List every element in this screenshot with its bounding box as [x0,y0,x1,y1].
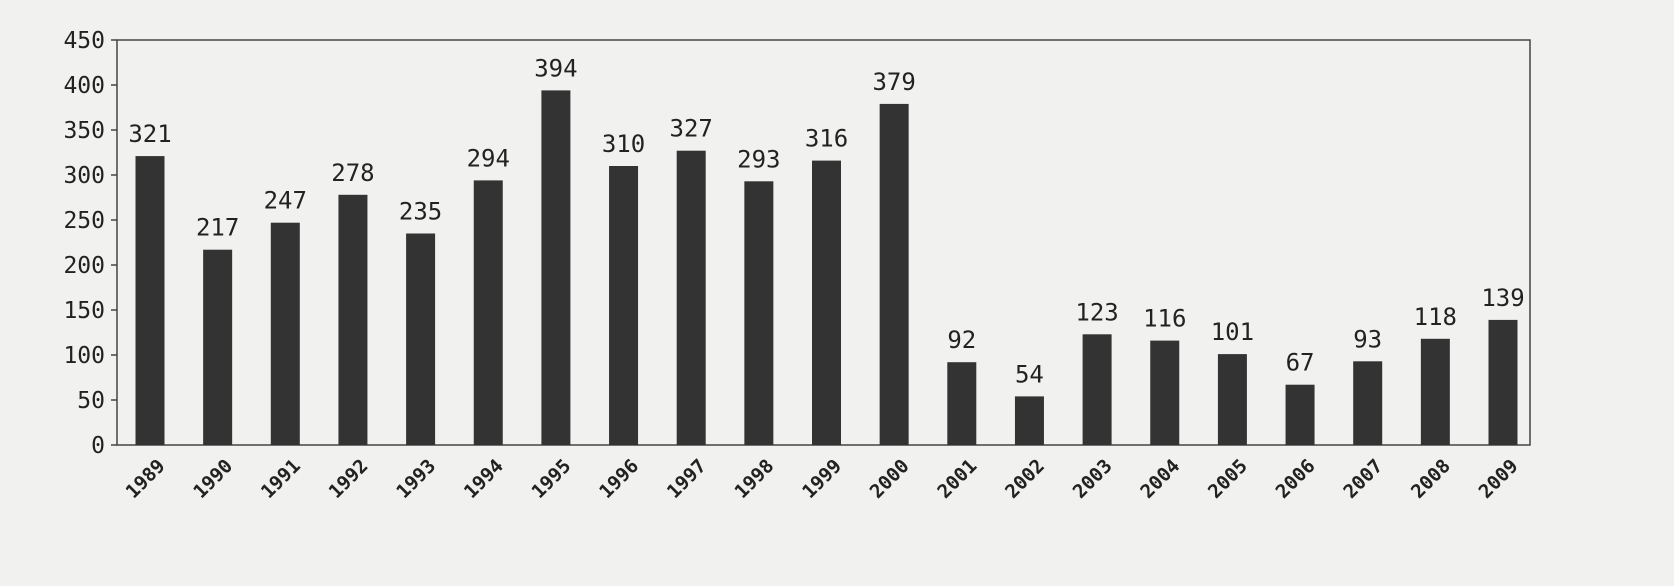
y-tick-label: 0 [91,433,105,459]
bars [135,90,1518,446]
data-label: 118 [1414,303,1457,331]
data-label: 316 [805,125,848,153]
data-label: 379 [872,68,915,96]
x-tick-label: 1992 [325,455,373,503]
data-label: 293 [737,145,780,173]
bar-2000 [879,103,909,446]
bar-1995 [541,90,571,446]
bar-2009 [1488,319,1518,445]
bar-2003 [1082,334,1112,445]
y-tick-label: 100 [63,343,105,369]
bar-1992 [338,194,368,445]
data-label: 235 [399,198,442,226]
x-tick-label: 1996 [595,455,643,503]
bar-1994 [473,180,503,445]
bar-1991 [270,222,300,445]
data-label: 123 [1075,298,1118,326]
data-label: 394 [534,54,577,82]
bar-2008 [1420,338,1450,445]
x-tick-label: 1990 [189,455,237,503]
x-tick-label: 2003 [1069,455,1117,503]
x-tick-label: 1997 [663,455,711,503]
x-axis: 1989 1990 1991 1992 1993 1994 1995 1996 1997 1998… [122,455,1523,503]
x-tick-label: 2007 [1339,455,1387,503]
data-label: 310 [602,130,645,158]
x-tick-label: 1995 [528,455,576,503]
data-label: 217 [196,214,239,242]
x-tick-label: 1999 [798,455,846,503]
data-label: 321 [128,120,171,148]
x-tick-label: 2004 [1136,455,1184,503]
data-label: 247 [264,187,307,215]
x-tick-label: 2008 [1407,455,1455,503]
bar-2002 [1014,396,1044,445]
bar-1999 [812,160,841,445]
data-label: 67 [1286,349,1315,377]
bar-1998 [744,181,774,446]
bar-2005 [1217,354,1247,445]
data-labels: 321 217 247 278 235 294 394 310 327 293 316 379 92 54… [128,54,1524,388]
x-tick-label: 2009 [1475,455,1523,503]
bar-1997 [676,150,706,445]
y-tick-label: 50 [77,388,105,414]
y-tick-label: 300 [63,163,105,189]
y-tick-label: 250 [63,208,105,234]
bar-1993 [406,233,436,445]
bar-2007 [1353,361,1383,445]
y-tick-label: 450 [63,28,105,54]
data-label: 92 [947,326,976,354]
y-tick-label: 400 [63,73,105,99]
bar-1990 [203,249,233,445]
x-tick-label: 1993 [392,455,440,503]
y-tick-label: 150 [63,298,105,324]
bar-1989 [135,156,165,445]
x-tick-label: 2006 [1272,455,1320,503]
x-tick-label: 2005 [1204,455,1252,503]
y-tick-label: 350 [63,118,105,144]
data-label: 93 [1353,325,1382,353]
data-label: 278 [331,159,374,187]
y-axis: 0 50 100 150 200 250 300 350 400 450 [63,28,117,459]
x-tick-label: 1994 [460,455,508,503]
bar-2004 [1150,340,1180,445]
data-label: 139 [1481,284,1524,312]
bar-2001 [947,362,977,445]
y-tick-label: 200 [63,253,105,279]
bar-2006 [1285,384,1315,445]
data-label: 294 [467,144,510,172]
data-label: 327 [670,115,713,143]
x-tick-label: 2002 [1001,455,1049,503]
data-label: 116 [1143,305,1186,333]
x-tick-label: 1991 [257,455,305,503]
data-label: 101 [1211,318,1254,346]
x-tick-label: 2001 [933,455,981,503]
bar-1996 [609,166,639,445]
x-tick-label: 2000 [866,455,914,503]
x-tick-label: 1998 [730,455,778,503]
data-label: 54 [1015,360,1044,388]
x-tick-label: 1989 [122,455,170,503]
